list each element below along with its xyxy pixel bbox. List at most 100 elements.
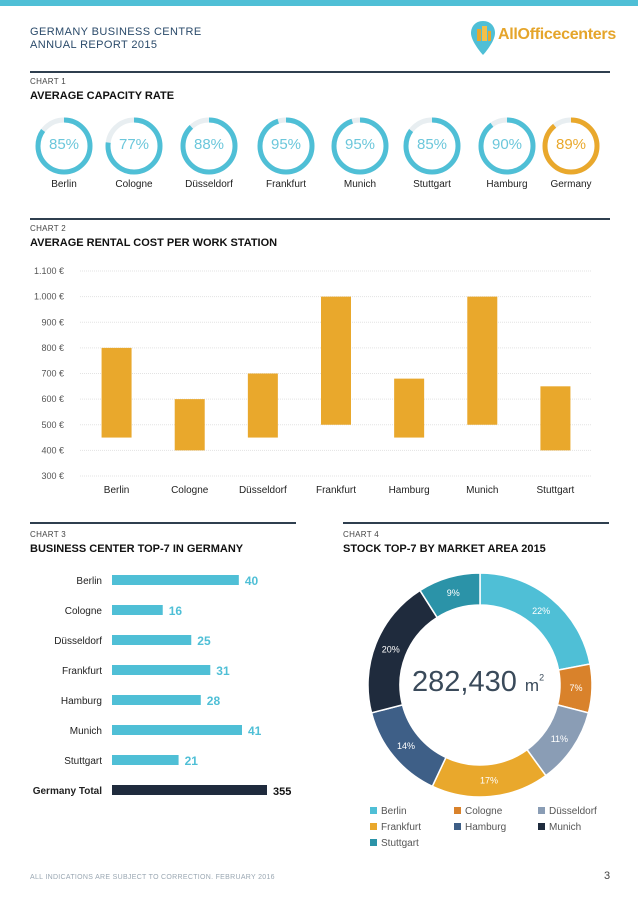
chart-2-label: CHART 2 [30,224,67,233]
business-center-chart: Berlin 40 Cologne 16 Düsseldorf 25 Frankfurt 31… [33,574,292,798]
gauge-berlin: 85% [34,116,94,176]
bar-category-label: Düsseldorf [54,636,102,647]
hbar [112,665,211,675]
gauge-ring [403,117,461,175]
gauge-value: 90% [491,136,523,153]
legend-item: Düsseldorf [538,806,597,817]
report-title-line-2: ANNUAL REPORT 2015 [30,39,158,51]
hbar [112,605,163,615]
gauge-stuttgart: 85% [402,116,462,176]
bar-value-label: 40 [245,574,259,588]
gauge-label: Frankfurt [265,179,306,190]
gauge-frankfurt: 95% [256,116,316,176]
legend-item: Stuttgart [370,838,419,849]
x-tick-label: Stuttgart [537,485,575,496]
legend-label: Munich [549,822,582,833]
donut-slice-label: 22% [532,606,550,616]
gauge-arc [478,117,536,175]
bar-value-label: 355 [273,786,291,798]
section-rule-2 [30,218,610,220]
section-rule-1 [30,71,610,73]
footer-note: ALL INDICATIONS ARE SUBJECT TO CORRECTIO… [30,874,275,881]
legend-label: Düsseldorf [549,806,597,817]
hbar [112,725,242,735]
gauge-value: 85% [48,136,80,153]
bar-category-label: Munich [70,726,102,737]
donut-center-value: 282,430 [412,666,517,698]
bar-category-label: Stuttgart [64,756,102,767]
y-tick-label: 500 € [41,420,64,430]
range-bar [174,399,205,451]
gauge-arc [542,117,600,175]
gauge-value: 85% [416,136,448,153]
bar-category-label: Germany Total [33,786,102,797]
chart-3-title: BUSINESS CENTER TOP-7 IN GERMANY [30,543,244,555]
gauge-arc [403,117,461,175]
chart-3-label: CHART 3 [30,530,67,539]
legend-swatch [370,839,377,846]
gauge-label: Düsseldorf [185,179,233,190]
legend-item: Hamburg [454,822,506,833]
legend-item: Frankfurt [370,822,421,833]
donut-slice-label: 7% [569,683,582,693]
range-bar [394,378,425,438]
x-tick-label: Berlin [104,485,130,496]
x-tick-label: Munich [466,485,498,496]
section-rule-4 [343,522,609,524]
gauge-ring [257,117,315,175]
legend-swatch [454,807,461,814]
legend-swatch [454,823,461,830]
x-tick-label: Hamburg [389,485,430,496]
donut-slice-label: 17% [480,776,498,786]
gauge-germany: 89% [541,116,601,176]
section-rule-3 [30,522,296,524]
legend-label: Cologne [465,806,503,817]
y-tick-label: 300 € [41,471,64,481]
legend-swatch [538,823,545,830]
gauge-value: 95% [344,136,376,153]
legend-label: Berlin [381,806,407,817]
x-tick-label: Cologne [171,485,209,496]
donut-slice-label: 14% [397,741,415,751]
gauge-label: Germany [550,179,592,190]
hbar [112,755,179,765]
gauge-ring [331,117,389,175]
y-tick-label: 1.100 € [34,266,64,276]
bar-category-label: Berlin [76,576,102,587]
stock-donut-chart: 22% 7% 11% 17% 14% 20% 9% [367,572,593,798]
x-tick-label: Düsseldorf [239,485,287,496]
y-tick-label: 400 € [41,445,64,455]
gauge-ring [542,117,600,175]
bar-category-label: Hamburg [61,696,102,707]
gauge-ring [478,117,536,175]
chart-4-title: STOCK TOP-7 BY MARKET AREA 2015 [343,543,546,555]
x-tick-label: Frankfurt [316,485,356,496]
gauge-value: 77% [118,136,150,153]
range-bar [321,296,351,425]
logo-wordmark: AllOfficecenters [498,26,616,43]
gauge-arc [35,117,93,175]
page-number: 3 [604,870,611,882]
gauge-value: 95% [270,136,302,153]
gauge-label: Stuttgart [413,179,451,190]
hbar [112,635,192,645]
legend-item: Munich [538,822,581,833]
y-tick-label: 900 € [41,317,64,327]
gauge-value: 89% [555,136,587,153]
gauge-hamburg: 90% [477,116,537,176]
gauge-label: Cologne [115,179,153,190]
bar-category-label: Cologne [65,606,103,617]
legend-label: Stuttgart [381,838,419,849]
hbar [112,785,267,795]
chart-4-label: CHART 4 [343,530,380,539]
gauge-label: Hamburg [486,179,528,190]
donut-slice [431,748,547,798]
gauge-cologne: 77% [104,116,164,176]
donut-center-total: 282,430 m2 [412,666,544,699]
map-pin-icon [471,21,495,55]
donut-slice-label: 20% [382,645,400,655]
chart-2-title: AVERAGE RENTAL COST PER WORK STATION [30,237,278,249]
gauge-ring [105,117,163,175]
bar-value-label: 31 [216,664,230,678]
top-accent-bar [0,0,638,6]
